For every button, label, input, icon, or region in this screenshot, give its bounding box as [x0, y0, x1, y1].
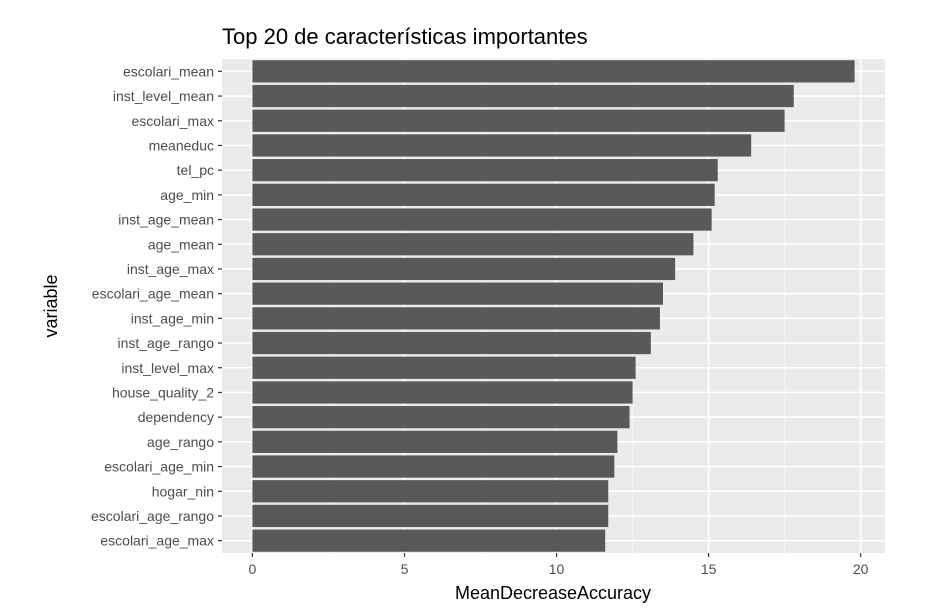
y-tick-label: house_quality_2 — [112, 384, 214, 400]
x-tick-label: 5 — [401, 561, 409, 577]
bar — [252, 109, 785, 132]
y-tick-label: age_mean — [148, 236, 214, 252]
y-tick-label: inst_age_max — [127, 261, 214, 277]
y-tick-label: age_min — [160, 187, 214, 203]
y-tick-label: dependency — [138, 409, 214, 425]
y-axis: escolari_mean inst_level_mean escolari_max… — [91, 63, 222, 549]
x-axis: 0 5 10 15 20 — [249, 553, 869, 577]
bar — [252, 480, 609, 503]
bar — [252, 406, 630, 429]
x-tick-label: 15 — [701, 561, 717, 577]
y-tick-label: escolari_age_rango — [91, 508, 214, 524]
y-tick-label: escolari_age_min — [104, 459, 214, 475]
bar — [252, 233, 694, 256]
y-axis-title: variable — [41, 274, 61, 337]
chart-title: Top 20 de características importantes — [222, 24, 588, 49]
y-tick-label: inst_level_max — [121, 360, 214, 376]
bar — [252, 159, 718, 182]
bar — [252, 504, 609, 528]
bar — [252, 381, 633, 404]
bar — [252, 134, 752, 157]
y-tick-label: escolari_max — [132, 113, 214, 129]
x-tick-label: 0 — [249, 561, 257, 577]
bar — [252, 529, 606, 552]
bar — [252, 257, 676, 281]
y-tick-label: age_rango — [147, 434, 214, 450]
bar — [252, 282, 663, 305]
y-tick-label: inst_age_min — [131, 310, 214, 326]
y-tick-label: meaneduc — [149, 137, 214, 153]
y-tick-label: escolari_age_mean — [92, 286, 214, 302]
bar — [252, 307, 660, 330]
y-tick-label: escolari_age_max — [100, 533, 214, 549]
bar — [252, 60, 855, 83]
bar — [252, 331, 651, 355]
y-tick-label: inst_age_mean — [118, 212, 214, 228]
bar — [252, 183, 715, 206]
x-tick-label: 10 — [549, 561, 565, 577]
bar — [252, 84, 794, 108]
y-tick-label: tel_pc — [177, 162, 214, 178]
bar — [252, 455, 615, 478]
y-tick-label: inst_age_rango — [117, 335, 214, 351]
y-tick-label: hogar_nin — [152, 483, 214, 499]
bar — [252, 430, 618, 453]
bars — [252, 60, 855, 552]
x-tick-label: 20 — [853, 561, 869, 577]
bar — [252, 208, 712, 231]
x-axis-title: MeanDecreaseAccuracy — [455, 583, 651, 603]
plot-panel — [222, 59, 885, 553]
bar — [252, 356, 636, 379]
y-tick-label: inst_level_mean — [113, 88, 214, 104]
y-tick-label: escolari_mean — [123, 63, 214, 79]
